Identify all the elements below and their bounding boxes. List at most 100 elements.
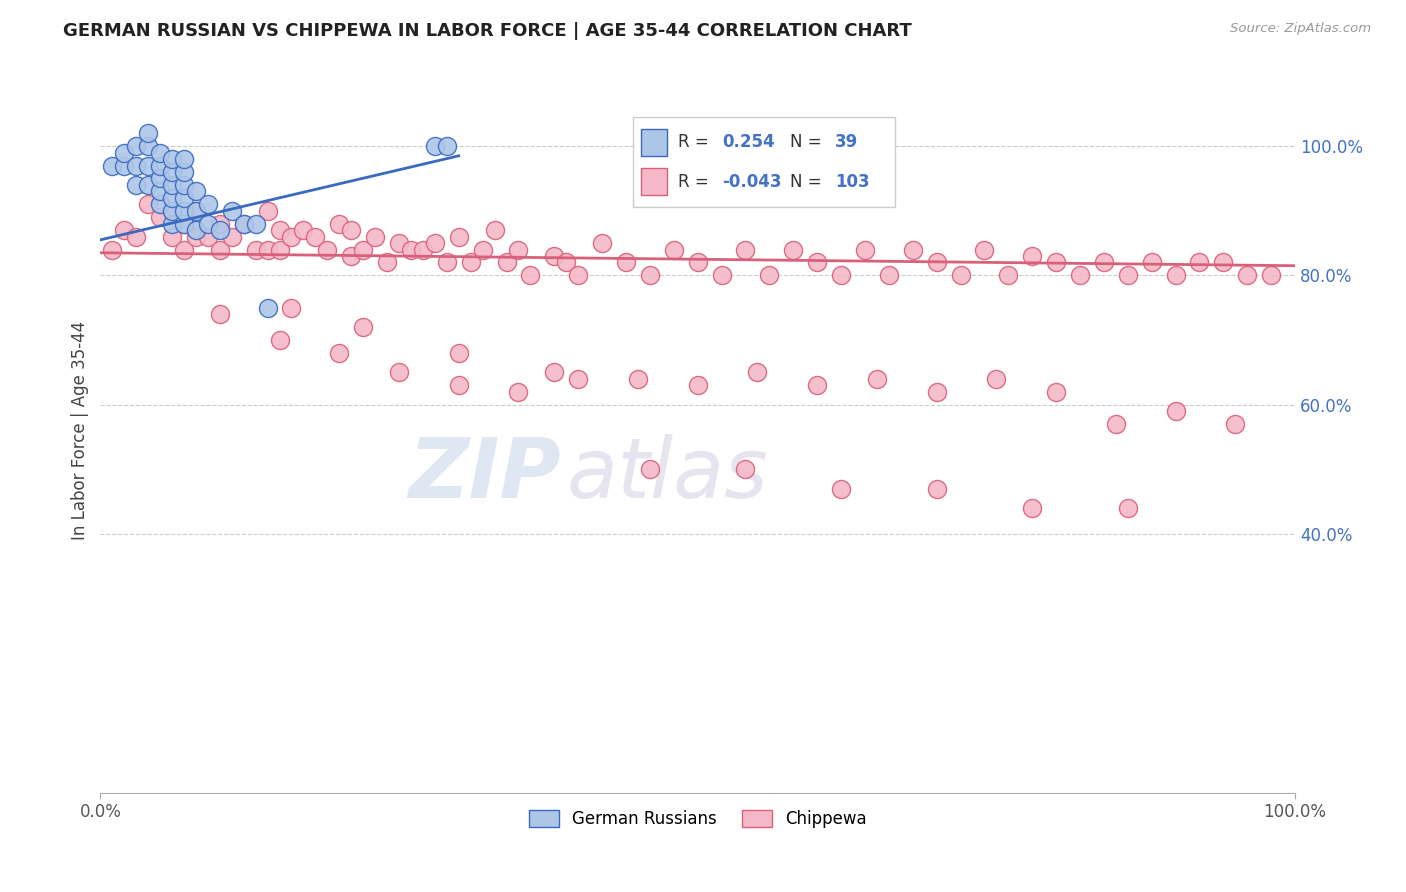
Point: [758, 268, 780, 283]
Legend: German Russians, Chippewa: German Russians, Chippewa: [522, 804, 873, 835]
Point: [734, 243, 756, 257]
Point: [292, 223, 315, 237]
Point: [149, 197, 172, 211]
Point: [256, 301, 278, 315]
Point: [352, 320, 374, 334]
Point: [125, 139, 148, 153]
Text: 0.254: 0.254: [723, 133, 775, 152]
Point: [460, 255, 482, 269]
Point: [101, 159, 124, 173]
Point: [352, 243, 374, 257]
Point: [423, 139, 446, 153]
Point: [388, 365, 411, 379]
Point: [340, 223, 363, 237]
Point: [1069, 268, 1091, 283]
Point: [160, 191, 183, 205]
Text: R =: R =: [678, 173, 714, 191]
Point: [925, 384, 948, 399]
Point: [627, 372, 650, 386]
Point: [125, 159, 148, 173]
Point: [160, 203, 183, 218]
Text: GERMAN RUSSIAN VS CHIPPEWA IN LABOR FORCE | AGE 35-44 CORRELATION CHART: GERMAN RUSSIAN VS CHIPPEWA IN LABOR FORC…: [63, 22, 912, 40]
Point: [782, 243, 804, 257]
Point: [436, 255, 458, 269]
Point: [830, 268, 852, 283]
Point: [471, 243, 494, 257]
Point: [340, 249, 363, 263]
Point: [638, 462, 661, 476]
Y-axis label: In Labor Force | Age 35-44: In Labor Force | Age 35-44: [72, 321, 89, 541]
Point: [614, 255, 637, 269]
Point: [973, 243, 995, 257]
Point: [173, 165, 195, 179]
Point: [136, 178, 159, 192]
Point: [495, 255, 517, 269]
Point: [1140, 255, 1163, 269]
Point: [149, 145, 172, 160]
Point: [364, 229, 387, 244]
Point: [197, 217, 219, 231]
Point: [149, 211, 172, 225]
Point: [508, 384, 530, 399]
Point: [136, 139, 159, 153]
Point: [508, 243, 530, 257]
Point: [484, 223, 506, 237]
Text: ZIP: ZIP: [408, 434, 561, 515]
Point: [173, 152, 195, 166]
Point: [388, 236, 411, 251]
Point: [686, 378, 709, 392]
Point: [197, 197, 219, 211]
Point: [1045, 255, 1067, 269]
Point: [925, 255, 948, 269]
Point: [184, 203, 207, 218]
Point: [256, 243, 278, 257]
Point: [184, 229, 207, 244]
Point: [1188, 255, 1211, 269]
Point: [208, 243, 231, 257]
Point: [173, 243, 195, 257]
Point: [160, 178, 183, 192]
Point: [866, 372, 889, 386]
Point: [543, 365, 565, 379]
Text: R =: R =: [678, 133, 714, 152]
Point: [734, 462, 756, 476]
Point: [747, 365, 769, 379]
Point: [1236, 268, 1258, 283]
Point: [232, 217, 254, 231]
Point: [591, 236, 613, 251]
Point: [160, 203, 183, 218]
Point: [160, 165, 183, 179]
Point: [173, 217, 195, 231]
Text: N =: N =: [790, 133, 827, 152]
Point: [112, 223, 135, 237]
Point: [1045, 384, 1067, 399]
Point: [853, 243, 876, 257]
Point: [710, 268, 733, 283]
Point: [112, 145, 135, 160]
Point: [245, 217, 267, 231]
Point: [112, 159, 135, 173]
Point: [436, 139, 458, 153]
Point: [184, 203, 207, 218]
Point: [375, 255, 398, 269]
Point: [423, 236, 446, 251]
Point: [901, 243, 924, 257]
Point: [1021, 249, 1043, 263]
Point: [543, 249, 565, 263]
Point: [256, 203, 278, 218]
Point: [328, 346, 350, 360]
Point: [149, 159, 172, 173]
Point: [1105, 417, 1128, 431]
Point: [125, 229, 148, 244]
Point: [125, 178, 148, 192]
Point: [160, 152, 183, 166]
Point: [806, 255, 828, 269]
Point: [208, 307, 231, 321]
Point: [1116, 268, 1139, 283]
Point: [316, 243, 339, 257]
Point: [208, 217, 231, 231]
Point: [136, 159, 159, 173]
Point: [555, 255, 578, 269]
Text: 39: 39: [835, 133, 858, 152]
Point: [567, 268, 589, 283]
